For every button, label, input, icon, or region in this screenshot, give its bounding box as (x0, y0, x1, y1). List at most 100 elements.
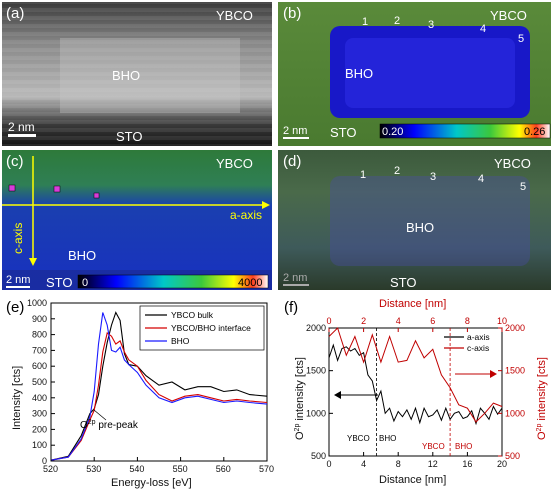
panel-f-xtick-label: 12 (428, 459, 438, 469)
panel-c-marker-ybco (8, 184, 16, 192)
panel-d-bho-region (330, 176, 530, 266)
panel-b-colorbar-min: 0.20 (382, 126, 403, 138)
legend-a-axis: a-axis (467, 332, 490, 342)
panel-c-marker-bho (93, 192, 100, 199)
panel-e-ytick-label: 0 (42, 456, 47, 466)
panel-b-marker-2: 2 (394, 15, 400, 27)
panel-b-marker-1: 1 (362, 16, 368, 28)
panel-e-annotation-pointer (93, 409, 107, 421)
panel-c-a-axis-arrow (262, 201, 270, 209)
panel-a-bho-region (60, 38, 240, 113)
panel-c-image (2, 150, 272, 290)
panel-d-marker-1: 1 (360, 169, 366, 181)
panel-e-ytick-label: 900 (32, 314, 47, 324)
panel-f-series-a-axis (328, 343, 503, 426)
panel-f-xtick-label: 4 (361, 459, 366, 469)
panel-f: (f) 0 4 8 12 16 20 0 2 4 6 8 10 500 500 1000 1000 1500 15… (284, 298, 548, 486)
panel-a-sto-label: STO (116, 129, 143, 144)
panel-f-xtick-top-label: 8 (465, 316, 470, 326)
panel-a: (a) YBCO BHO STO 2 nm (2, 2, 272, 146)
panel-a-scale-text: 2 nm (8, 120, 35, 134)
panel-e-xtick-label: 520 (43, 464, 58, 474)
panel-c-colorbar-max: 4000 (238, 277, 262, 289)
panel-d-ybco-label: YBCO (494, 156, 531, 171)
panel-c-sto-label: STO (46, 275, 73, 290)
panel-e-ytick-label: 600 (32, 361, 47, 371)
legend-interface: YBCO/BHO interface (171, 323, 251, 333)
panel-f-ylabel: O2p intensity [cts] (294, 357, 306, 440)
panel-f-series-c-axis (328, 327, 503, 423)
panel-b: (b) YBCO BHO STO 2 nm 1 2 3 4 5 0.20 0.2… (278, 2, 551, 146)
panel-f-ytick-right-label: 1000 (505, 408, 525, 418)
panel-e-xtick-label: 550 (173, 464, 188, 474)
panel-f-xtick-top-label: 10 (497, 316, 507, 326)
panel-f-xlabel-top: Distance [nm] (379, 298, 446, 310)
panel-e-ytick-label: 1000 (27, 298, 47, 308)
panel-f-region-bho-a: BHO (379, 434, 396, 443)
panel-e-ytick-label: 300 (32, 409, 47, 419)
panel-b-marker-4: 4 (480, 23, 486, 35)
panel-f-region-ybco-c: YBCO (422, 442, 445, 451)
panel-b-marker-3: 3 (428, 19, 434, 31)
panel-f-xtick-label: 16 (462, 459, 472, 469)
panel-f-region-bho-c: BHO (455, 442, 472, 451)
panel-e-ytick-label: 200 (32, 424, 47, 434)
panel-d-label: (d) (283, 153, 301, 170)
panel-e-ytick-label: 700 (32, 345, 47, 355)
panel-d: (d) YBCO BHO STO 2 nm 1 2 3 4 5 (278, 150, 551, 290)
panel-f-xtick-label: 8 (396, 459, 401, 469)
panel-a-ybco-label: YBCO (216, 8, 253, 23)
panel-f-ytick-label: 1000 (306, 408, 326, 418)
panel-c-c-axis-label: c-axis (11, 223, 25, 254)
panel-e-ylabel: Intensity [cts] (11, 366, 23, 430)
panel-a-bho-label: BHO (112, 68, 140, 83)
panel-c-bho-label: BHO (68, 248, 96, 263)
panel-c-colorbar-min: 0 (82, 277, 88, 289)
panel-e-ytick-label: 800 (32, 330, 47, 340)
panel-e-series-bho (50, 312, 268, 461)
panel-c-colorbar (77, 274, 269, 289)
panel-b-sto-label: STO (330, 125, 357, 140)
panel-f-xtick-label: 0 (326, 459, 331, 469)
panel-d-image (278, 150, 551, 290)
panel-f-ylabel-right: O2p intensity [cts] (536, 357, 548, 440)
panel-f-xtick-top-label: 6 (430, 316, 435, 326)
panel-b-scale-text: 2 nm (283, 125, 307, 137)
panel-e-series-ybco-bho-interface (50, 332, 268, 461)
panel-c-c-axis-arrow (29, 258, 37, 266)
panel-c: (c) YBCO BHO 2 nm STO 0 4000 a-axis c-ax… (2, 150, 272, 290)
panel-e-series-ybco-bulk (50, 311, 268, 461)
panel-e-xtick-label: 540 (129, 464, 144, 474)
panel-c-scale-text: 2 nm (6, 274, 30, 286)
panel-d-scalebar (283, 284, 309, 286)
panel-f-ytick-label: 1500 (306, 366, 326, 376)
panel-b-bho-label: BHO (345, 66, 373, 81)
panel-a-scalebar (8, 134, 36, 137)
panel-f-label: (f) (284, 299, 298, 316)
panel-d-marker-3: 3 (430, 171, 436, 183)
panel-b-scalebar (283, 137, 309, 139)
legend-ybco-bulk: YBCO bulk (171, 310, 214, 320)
panel-c-scalebar (6, 286, 30, 288)
panel-e-label: (e) (6, 299, 24, 316)
panel-e-xtick-label: 530 (86, 464, 101, 474)
panel-d-scale-text: 2 nm (283, 272, 307, 284)
panel-f-ytick-label: 2000 (306, 323, 326, 333)
panel-f-ytick-right-label: 500 (505, 451, 520, 461)
panel-e-annotation: O2p pre-peak (80, 419, 139, 431)
legend-c-axis: c-axis (467, 343, 489, 353)
panel-e-xtick-label: 570 (259, 464, 274, 474)
panel-e-ytick-label: 500 (32, 377, 47, 387)
panel-e-legend: YBCO bulk YBCO/BHO interface BHO (139, 305, 265, 351)
panel-b-ybco-label: YBCO (490, 8, 527, 23)
panel-b-marker-5: 5 (518, 33, 524, 45)
panel-b-label: (b) (283, 5, 301, 22)
panel-b-colorbar (379, 123, 551, 139)
panel-f-plot-area (328, 327, 503, 457)
panel-c-label: (c) (6, 153, 24, 170)
panel-f-xtick-top-label: 0 (326, 316, 331, 326)
legend-bho: BHO (171, 336, 190, 346)
panel-d-bho-label: BHO (406, 220, 434, 235)
panel-f-region-ybco-a: YBCO (347, 434, 370, 443)
